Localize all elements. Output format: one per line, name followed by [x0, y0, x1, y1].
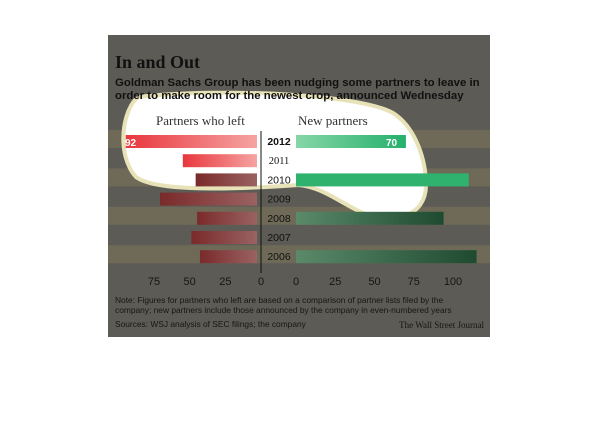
bar-right-2006 — [296, 250, 477, 264]
year-label-2007: 2007 — [267, 232, 291, 244]
tick-left-50: 50 — [184, 276, 196, 288]
tick-right-25: 25 — [329, 276, 341, 288]
bar-left-2011 — [182, 154, 257, 168]
year-labels: 2012 2011 2010 2009 2008 2007 2006 — [267, 136, 291, 263]
note-line2: company; new partners include those anno… — [115, 305, 452, 315]
data-label-2012-left: 92 — [125, 138, 137, 149]
data-label-2012-right: 70 — [386, 138, 398, 149]
bar-left-2006 — [199, 250, 257, 264]
bars-right — [296, 135, 477, 264]
bar-right-2010 — [296, 173, 469, 187]
bar-left-2007 — [191, 231, 257, 244]
chart-title: In and Out — [115, 52, 200, 72]
year-label-2010: 2010 — [267, 174, 291, 186]
bars-left — [125, 135, 257, 264]
legend-partners-who-left: Partners who left — [156, 113, 245, 128]
bar-left-2010 — [195, 173, 257, 187]
tick-right-75: 75 — [408, 276, 420, 288]
year-label-2006: 2006 — [267, 251, 291, 263]
bar-left-2008 — [197, 211, 257, 225]
legend-new-partners: New partners — [298, 113, 368, 128]
brand-credit: The Wall Street Journal — [399, 320, 484, 330]
bar-right-2012 — [296, 135, 406, 148]
tick-right-50: 50 — [368, 276, 380, 288]
tick-left-25: 25 — [219, 276, 231, 288]
note-line1: Note: Figures for partners who left are … — [115, 295, 444, 305]
source-note: Sources: WSJ analysis of SEC filings; th… — [115, 319, 307, 329]
tick-left-0: 0 — [258, 276, 264, 288]
year-label-2009: 2009 — [267, 194, 291, 206]
chart-card: In and Out Goldman Sachs Group has been … — [108, 35, 490, 337]
tick-right-0: 0 — [293, 276, 299, 288]
bar-right-2008 — [296, 211, 444, 225]
bar-left-2012 — [125, 135, 257, 148]
chart-subtitle-line1: Goldman Sachs Group has been nudging som… — [115, 77, 480, 89]
chart-canvas: In and Out Goldman Sachs Group has been … — [108, 52, 490, 330]
tick-right-100: 100 — [444, 276, 462, 288]
year-label-2012: 2012 — [267, 136, 291, 148]
bar-left-2009 — [159, 192, 257, 206]
chart-subtitle-line2: order to make room for the newest crop, … — [115, 90, 464, 102]
x-axis-ticks: 75 50 25 0 0 25 50 75 100 — [148, 276, 462, 288]
tick-left-75: 75 — [148, 276, 160, 288]
year-label-2008: 2008 — [267, 213, 291, 225]
year-label-2011: 2011 — [269, 156, 290, 167]
